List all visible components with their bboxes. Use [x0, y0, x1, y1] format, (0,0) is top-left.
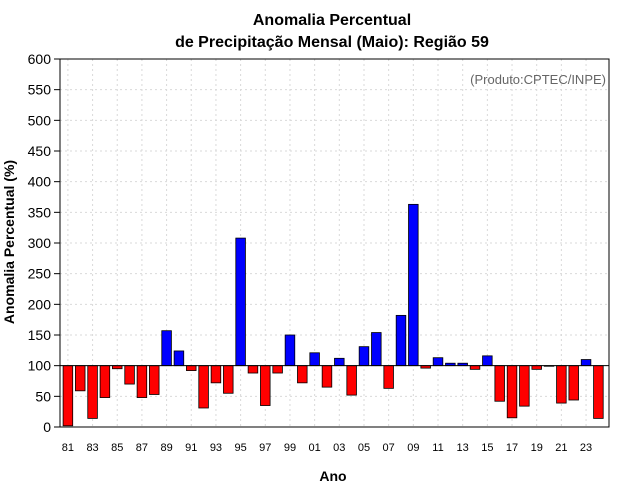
bar-88	[149, 365, 160, 395]
x-tick-label-01: 01	[309, 442, 321, 454]
x-tick-label-05: 05	[358, 442, 370, 454]
bar-96	[247, 365, 259, 374]
bar-16	[494, 365, 505, 402]
x-tick-label-19: 19	[531, 442, 543, 454]
bars	[62, 203, 604, 427]
bar-15	[482, 355, 493, 367]
chart-title-line1: Anomalia Percentual	[253, 12, 411, 29]
bar-92	[198, 365, 209, 409]
y-axis-label: Anomalia Percentual (%)	[1, 160, 17, 324]
bar-95	[235, 237, 246, 367]
y-tick-label-400: 400	[28, 174, 52, 190]
x-tick-label-97: 97	[259, 442, 271, 454]
y-tick-label-100: 100	[28, 358, 52, 374]
x-tick-label-13: 13	[457, 442, 469, 454]
chart-title-line2: de Precipitação Mensal (Maio): Região 59	[175, 34, 489, 51]
y-tick-label-300: 300	[28, 235, 52, 251]
y-tick-label-150: 150	[28, 327, 52, 343]
x-tick-label-87: 87	[136, 442, 148, 454]
bar-97	[260, 365, 271, 406]
x-tick-label-03: 03	[333, 442, 345, 454]
bar-81	[62, 365, 74, 427]
x-tick-label-93: 93	[210, 442, 222, 454]
bar-94	[223, 365, 234, 394]
x-tick-label-85: 85	[111, 442, 123, 454]
x-axis-label: Ano	[319, 468, 346, 484]
x-tick-label-95: 95	[234, 442, 246, 454]
bar-03	[334, 357, 345, 367]
y-tick-label-500: 500	[28, 112, 52, 128]
bar-98	[272, 365, 283, 374]
x-tick-label-07: 07	[383, 442, 395, 454]
bar-00	[297, 365, 308, 384]
y-tick-label-50: 50	[35, 388, 51, 404]
bar-90	[173, 350, 185, 367]
x-tick-label-15: 15	[481, 442, 493, 454]
bar-22	[568, 365, 579, 401]
bar-01	[309, 352, 320, 367]
bar-09	[408, 203, 419, 367]
x-tick-label-91: 91	[185, 442, 197, 454]
y-tick-label-350: 350	[28, 204, 52, 220]
y-tick-label-0: 0	[43, 419, 51, 435]
y-tick-label-250: 250	[28, 266, 52, 282]
x-tick-label-89: 89	[160, 442, 172, 454]
x-tick-label-23: 23	[580, 442, 592, 454]
bar-24	[593, 365, 604, 419]
bar-11	[432, 357, 444, 367]
bar-18	[519, 365, 530, 407]
bar-06	[371, 332, 382, 367]
bar-02	[321, 365, 333, 388]
bar-91	[186, 365, 197, 371]
x-tick-label-09: 09	[407, 442, 419, 454]
y-tick-label-200: 200	[28, 296, 52, 312]
x-tick-label-11: 11	[432, 442, 443, 454]
x-tick-label-83: 83	[86, 442, 98, 454]
bar-19	[531, 365, 542, 370]
x-axis: 81 83 85 87 89 91 93 95 97 99 01 03 05 07 09 11 13 15 17 19…	[62, 442, 592, 454]
y-tick-label-550: 550	[28, 82, 52, 98]
bar-86	[124, 365, 135, 385]
bar-84	[99, 365, 111, 398]
bar-07	[383, 365, 394, 389]
bar-83	[87, 365, 98, 419]
x-tick-label-99: 99	[284, 442, 296, 454]
bar-04	[346, 365, 357, 396]
y-tick-label-450: 450	[28, 143, 52, 159]
bar-82	[75, 365, 86, 392]
bar-08	[395, 314, 407, 367]
credit-text: (Produto:CPTEC/INPE)	[470, 72, 606, 87]
bar-14	[469, 365, 481, 370]
bar-89	[161, 330, 172, 367]
x-tick-label-81: 81	[62, 442, 74, 454]
y-axis: 0 50 100 150 200 250 300 350 400 450 500 550 600	[28, 51, 60, 435]
bar-87	[136, 365, 148, 398]
bar-05	[358, 346, 370, 367]
y-tick-label-600: 600	[28, 51, 52, 67]
bar-17	[506, 365, 518, 419]
x-tick-label-17: 17	[506, 442, 518, 454]
bar-21	[556, 365, 567, 404]
x-tick-label-21: 21	[555, 442, 567, 454]
bar-99	[284, 334, 296, 367]
bar-23	[580, 359, 592, 367]
bar-93	[210, 365, 222, 384]
